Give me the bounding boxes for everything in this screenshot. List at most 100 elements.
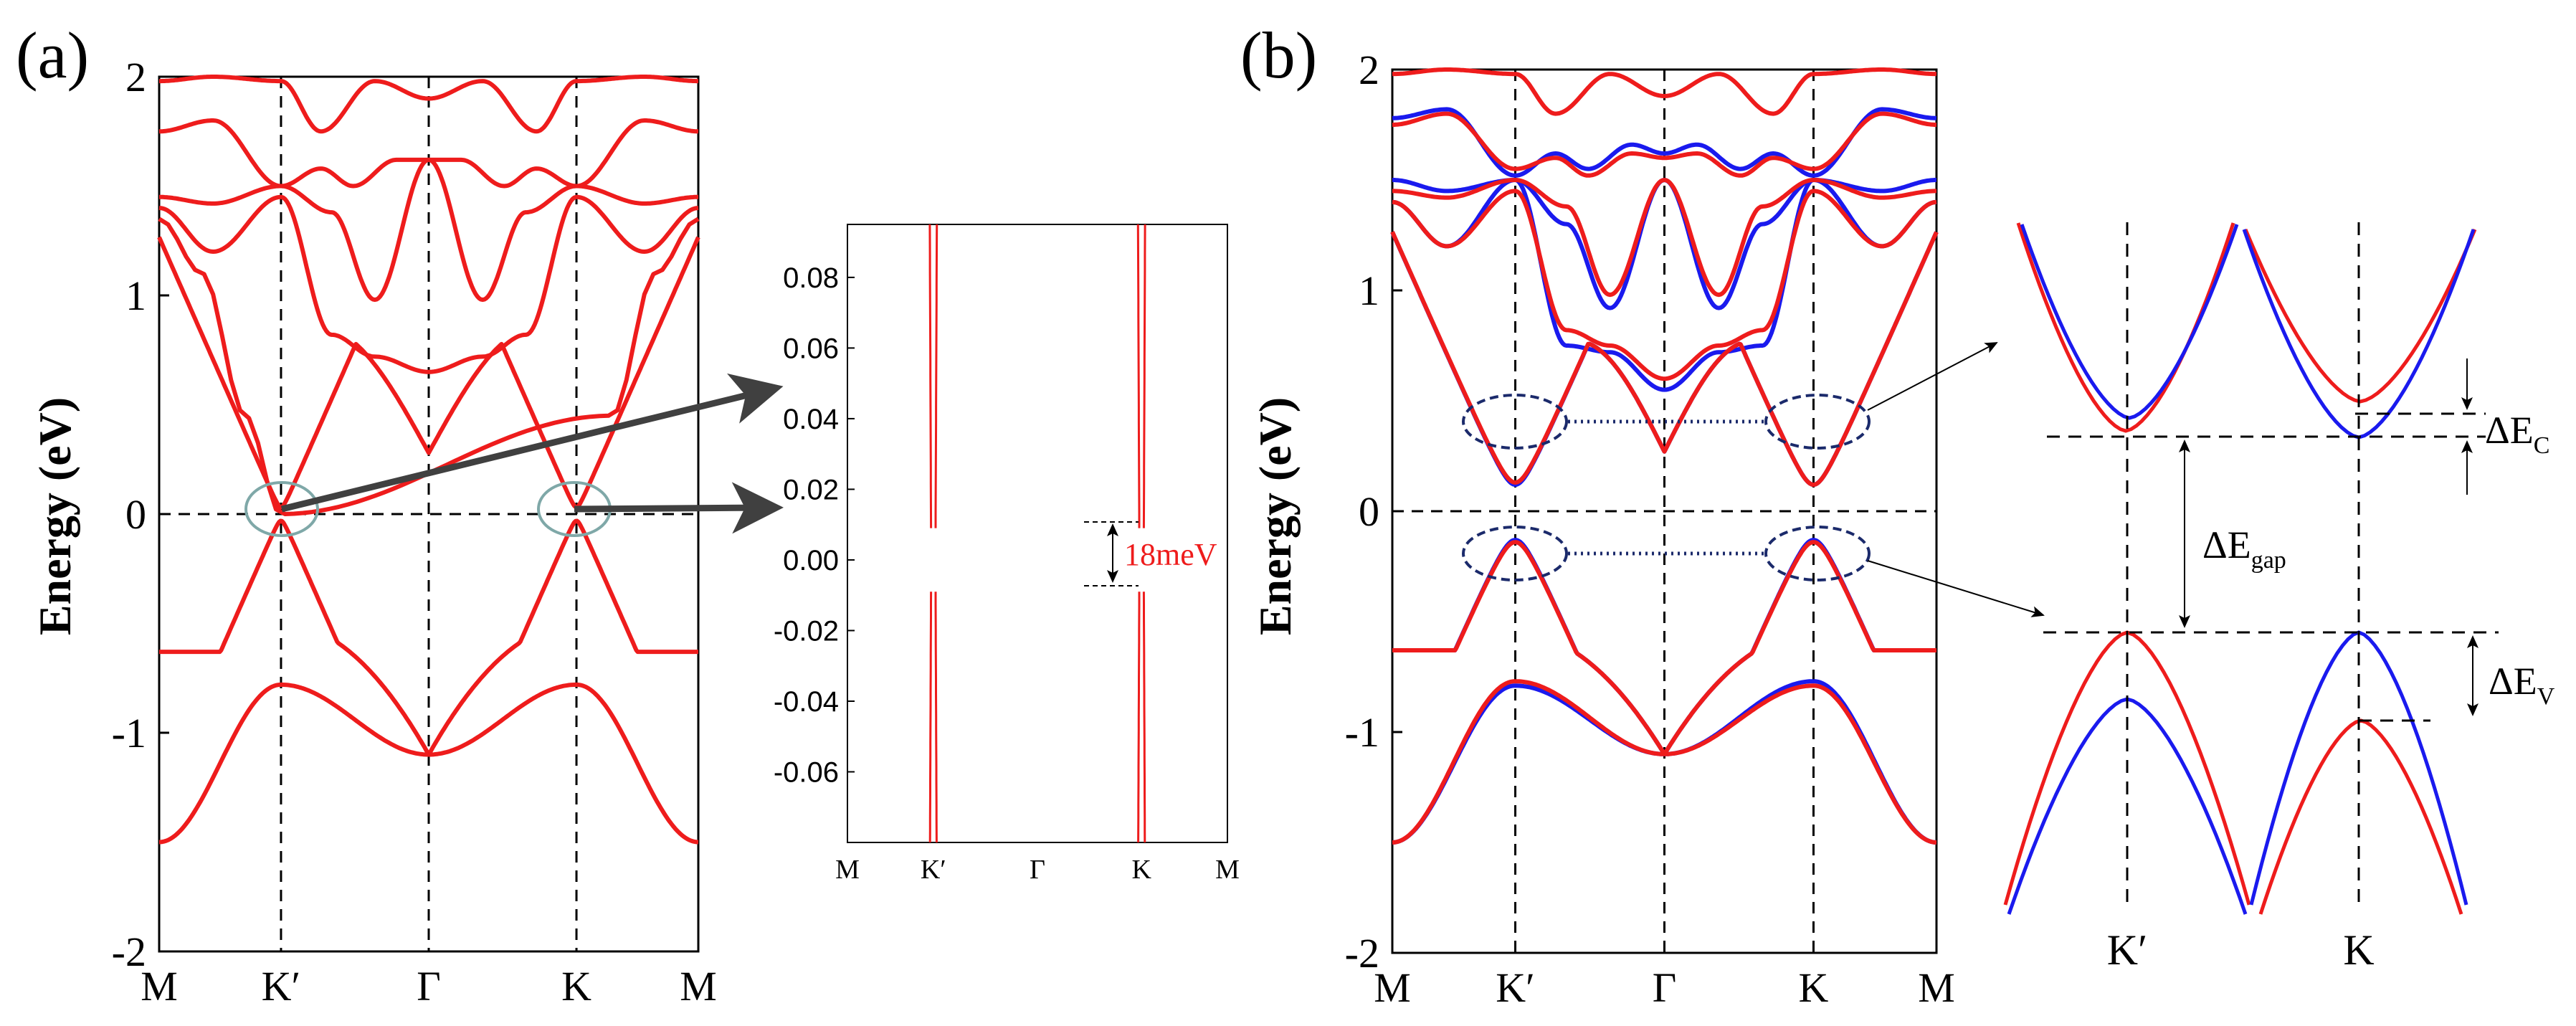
ellipse-k-lower [1764,526,1871,581]
xtick-label: Γ [417,963,441,1010]
inset-gap-label: 18meV [1124,537,1217,572]
inset-band-line [928,224,933,528]
panel-a-guides [159,77,698,951]
dEgap-label: ΔEgap [2202,523,2286,574]
band-line [1392,111,1937,178]
dEgap-label-main: ΔE [2202,523,2251,566]
dEc-label-sub: C [2534,432,2550,459]
panel-b-guides [1392,70,1936,953]
dEc-label: ΔEC [2485,409,2549,459]
inset-bands [928,224,1146,843]
inset-ytick-label: 0.04 [783,404,839,435]
zoom-band-line [2016,222,2235,433]
dEc-label-main: ΔE [2485,409,2534,452]
panel-a-inset: -0.06 -0.04 -0.02 0.00 0.02 0.04 0.06 0.08 M K′ Γ… [774,224,1240,885]
ytick-label: -2 [112,928,146,975]
zoom-xtick-kprime: K′ [2107,926,2147,974]
panel-a-arrow-upper [280,373,784,513]
xtick-label: K′ [262,963,301,1010]
band-line [1392,178,1937,392]
dEv-label-sub: V [2537,683,2555,710]
panel-b-arrow-lower [1867,560,2045,617]
inset-xtick-label: M [1215,855,1240,885]
panel-a: (a) Energy (eV) -2 -1 0 1 2 M K′ Γ K M [16,19,784,1010]
band-line [157,236,700,510]
panel-b-arrow-upper [1867,342,1998,411]
xtick-label: M [141,963,178,1010]
panel-a-circle-kprime [244,481,319,537]
panel-b-zoom: ΔEC ΔEgap ΔEV K′ K [2003,222,2555,974]
panel-b-ylabel: Energy (eV) [1250,397,1301,635]
ytick-label: 0 [125,491,146,538]
ellipse-k-upper [1764,394,1871,450]
inset-ytick-label: 0.02 [783,474,839,505]
panel-a-arrow-lower [574,482,784,534]
band-line [1392,679,1937,845]
inset-band-line [934,224,938,528]
ytick-label: -1 [112,710,146,756]
xtick-label: M [680,963,717,1010]
ytick-label: 2 [125,54,146,100]
xtick-label: K [1799,964,1829,1011]
inset-xtick-label: K [1131,855,1151,885]
inset-ytick-labels: -0.06 -0.04 -0.02 0.00 0.02 0.04 0.06 0.08 [774,262,855,788]
inset-ytick-label: 0.08 [783,262,839,294]
band-line [1390,231,1939,487]
panel-b: (b) Energy (eV) -2 -1 0 1 2 M K′ Γ K M [1240,19,2045,1011]
ellipse-kprime-upper [1462,394,1568,450]
band-line [1392,189,1937,381]
panel-a-label: (a) [16,19,89,92]
xtick-label: M [1918,964,1955,1011]
xtick-label: K [561,963,591,1010]
band-line [158,194,699,374]
band-line [1392,679,1937,845]
ytick-label: 2 [1359,47,1379,93]
band-line [158,518,700,757]
inset-band-line [1136,224,1141,528]
band-line [1391,540,1938,756]
inset-ytick-label: 0.06 [783,333,839,364]
inset-xtick-labels: M K′ Γ K M [835,855,1240,885]
inset-band-line [1142,224,1146,528]
panel-a-ylabel: Energy (eV) [29,397,80,635]
inset-ytick-label: -0.04 [774,686,839,718]
panel-b-ellipses [1462,394,1871,581]
panel-b-label: (b) [1240,19,1317,92]
xtick-label: Γ [1653,964,1677,1011]
panel-b-bands [1390,67,1939,845]
ytick-label: 1 [125,272,146,319]
panel-b-ytick-labels: -2 -1 0 1 2 [1345,47,1402,977]
inset-xtick-label: Γ [1030,855,1045,885]
inset-ytick-label: 0.00 [783,545,839,576]
panel-a-xtick-labels: M K′ Γ K M [141,963,717,1010]
xtick-label: M [1374,964,1411,1011]
xtick-label: K′ [1496,964,1535,1011]
zoom-xtick-k: K [2343,926,2374,974]
inset-frame [847,224,1228,843]
panel-a-bands [157,75,700,845]
dEv-label: ΔEV [2489,660,2555,710]
zoom-curves [2003,222,2477,915]
zoom-band-line [2020,224,2239,420]
band-line [158,75,699,134]
zoom-band-line [2258,718,2463,915]
panel-b-xtick-labels: M K′ Γ K M [1374,964,1955,1011]
dEgap-label-sub: gap [2251,547,2286,574]
ytick-label: 0 [1359,488,1379,535]
inset-band-line [928,592,933,843]
band-line [1392,67,1937,116]
band-line [158,118,699,189]
ellipse-kprime-lower [1462,526,1568,581]
band-line [1392,178,1937,298]
panel-a-ytick-labels: -2 -1 0 1 2 [112,54,169,975]
ytick-label: -2 [1345,930,1379,977]
inset-ytick-label: -0.06 [774,756,839,788]
inset-xtick-label: M [835,855,860,885]
ytick-label: -1 [1345,709,1379,756]
dEv-label-main: ΔE [2489,660,2537,703]
inset-xtick-label: K′ [921,855,946,885]
ytick-label: 1 [1359,267,1379,314]
inset-ytick-label: -0.02 [774,615,839,647]
zoom-band-line [2243,229,2477,404]
